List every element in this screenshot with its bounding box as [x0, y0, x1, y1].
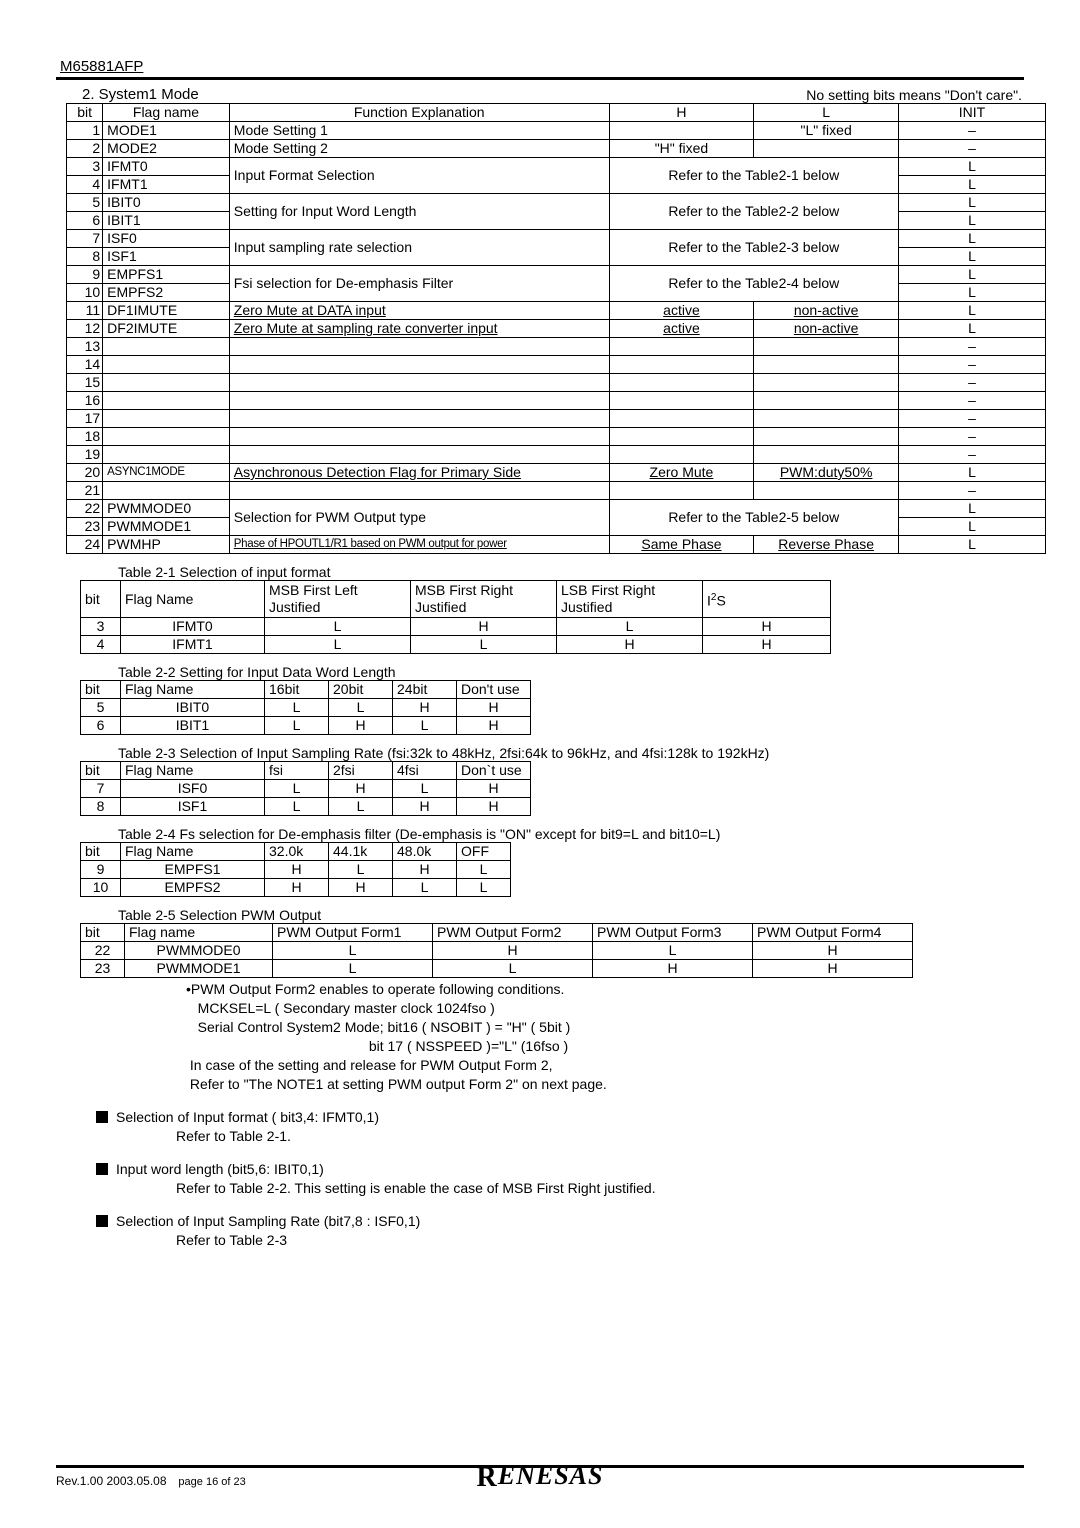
t21-caption: Table 2-1 Selection of input format — [56, 564, 1024, 580]
t23-table: bitFlag Namefsi2fsi4fsiDon`t use7ISF0LHL… — [56, 761, 1024, 816]
renesas-logo: RENESAS — [56, 1461, 1024, 1494]
section-note: No setting bits means "Don't care". — [806, 87, 1022, 103]
pwm-notes: •PWM Output Form2 enables to operate fol… — [56, 980, 1024, 1094]
t24-caption: Table 2-4 Fs selection for De-emphasis f… — [56, 826, 1024, 842]
t23-caption: Table 2-3 Selection of Input Sampling Ra… — [56, 745, 1024, 761]
main-table: bitFlag nameFunction ExplanationHLINIT1M… — [56, 103, 1024, 554]
part-number: M65881AFP — [56, 58, 1024, 75]
t24-table: bitFlag Name32.0k44.1k48.0kOFF9EMPFS1HLH… — [56, 842, 1024, 897]
t25-table: bitFlag namePWM Output Form1PWM Output F… — [56, 923, 1024, 978]
section-title: 2. System1 Mode — [58, 86, 199, 103]
t22-caption: Table 2-2 Setting for Input Data Word Le… — [56, 664, 1024, 680]
bullet-list: Selection of Input format ( bit3,4: IFMT… — [56, 1108, 1024, 1250]
t22-table: bitFlag Name16bit20bit24bitDon't use5IBI… — [56, 680, 1024, 735]
t25-caption: Table 2-5 Selection PWM Output — [56, 907, 1024, 923]
t21-table: bitFlag NameMSB First Left JustifiedMSB … — [56, 580, 1024, 654]
rule-top — [56, 77, 1024, 80]
